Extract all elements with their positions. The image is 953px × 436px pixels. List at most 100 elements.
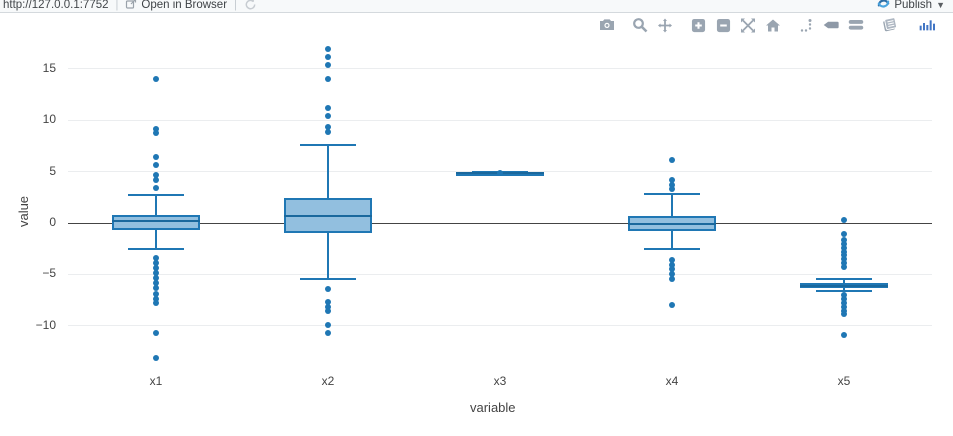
- y-tick-label: 5: [49, 163, 56, 178]
- x-axis-title: variable: [470, 400, 516, 415]
- outlier-point[interactable]: [325, 304, 331, 311]
- outlier-point[interactable]: [841, 311, 847, 318]
- outlier-point[interactable]: [153, 284, 159, 291]
- outlier-point[interactable]: [669, 262, 675, 269]
- outlier-point[interactable]: [841, 300, 847, 307]
- outlier-point[interactable]: [153, 270, 159, 277]
- outlier-point[interactable]: [669, 276, 675, 283]
- outlier-point[interactable]: [325, 308, 331, 315]
- outlier-point[interactable]: [841, 291, 847, 298]
- publish-button[interactable]: Publish ▼: [877, 0, 945, 13]
- outlier-point[interactable]: [153, 171, 159, 178]
- outlier-point[interactable]: [669, 182, 675, 188]
- outlier-point[interactable]: [325, 113, 331, 120]
- chart-studio-icon[interactable]: [881, 17, 897, 33]
- outlier-point[interactable]: [669, 302, 675, 309]
- outlier-point[interactable]: [153, 295, 159, 302]
- y-tick-label: 0: [49, 215, 56, 229]
- outlier-point[interactable]: [153, 162, 159, 169]
- publish-label: Publish: [894, 0, 933, 11]
- outlier-point[interactable]: [325, 329, 331, 336]
- outlier-point[interactable]: [153, 275, 159, 282]
- plotly-modebar: [590, 17, 935, 33]
- outlier-point[interactable]: [669, 157, 675, 164]
- publish-icon: [877, 0, 890, 13]
- outlier-point[interactable]: [841, 308, 847, 315]
- zoom-out-icon[interactable]: [715, 17, 731, 33]
- outlier-point[interactable]: [153, 279, 159, 286]
- outlier-point[interactable]: [325, 128, 331, 135]
- outlier-point[interactable]: [669, 266, 675, 273]
- outlier-point[interactable]: [841, 304, 847, 311]
- outlier-point[interactable]: [325, 299, 331, 306]
- outlier-point[interactable]: [153, 290, 159, 297]
- box-x1[interactable]: [112, 215, 200, 231]
- outlier-point[interactable]: [841, 255, 847, 262]
- outlier-point[interactable]: [153, 76, 159, 83]
- median-x5: [800, 284, 888, 287]
- outlier-point[interactable]: [841, 244, 847, 251]
- outlier-point[interactable]: [669, 176, 675, 183]
- outlier-point[interactable]: [841, 251, 847, 258]
- refresh-icon[interactable]: [244, 0, 257, 12]
- outlier-point[interactable]: [841, 264, 847, 271]
- open-external-icon: [125, 0, 137, 13]
- outlier-point[interactable]: [497, 169, 503, 176]
- outlier-point[interactable]: [841, 248, 847, 255]
- chevron-down-icon: ▼: [936, 0, 945, 10]
- outlier-point[interactable]: [153, 265, 159, 272]
- outlier-point[interactable]: [325, 285, 331, 292]
- outlier-point[interactable]: [325, 104, 331, 111]
- outlier-point[interactable]: [153, 129, 159, 136]
- outlier-point[interactable]: [669, 271, 675, 278]
- y-tick-label: 10: [42, 112, 56, 127]
- y-gridline: [68, 325, 932, 327]
- outlier-point[interactable]: [153, 354, 159, 361]
- zoom-icon[interactable]: [632, 17, 648, 33]
- outlier-point[interactable]: [325, 124, 331, 131]
- median-x2: [284, 215, 372, 218]
- outlier-point[interactable]: [153, 176, 159, 183]
- outlier-point[interactable]: [841, 240, 847, 247]
- outlier-point[interactable]: [325, 321, 331, 328]
- y-gridline: [68, 68, 932, 70]
- outlier-point[interactable]: [153, 185, 159, 192]
- zoom-in-icon[interactable]: [690, 17, 706, 33]
- outlier-point[interactable]: [153, 329, 159, 336]
- boxplot-chart[interactable]: 15 10 5 0 −5 −10 x1 x2 x3 x4 x5 variable value: [0, 14, 953, 436]
- outlier-point[interactable]: [325, 53, 331, 60]
- outlier-point[interactable]: [841, 237, 847, 244]
- open-in-browser-button[interactable]: Open in Browser: [125, 0, 227, 13]
- hover-closest-icon[interactable]: [823, 17, 839, 33]
- outlier-point[interactable]: [841, 295, 847, 302]
- outlier-point[interactable]: [841, 331, 847, 338]
- y-tick-label: 15: [42, 60, 56, 75]
- camera-icon[interactable]: [599, 17, 615, 33]
- outlier-point[interactable]: [325, 76, 331, 83]
- outlier-point[interactable]: [841, 231, 847, 238]
- outlier-point[interactable]: [841, 216, 847, 223]
- whisker-cap-high: [816, 277, 872, 280]
- reset-axes-icon[interactable]: [765, 17, 781, 33]
- autoscale-icon[interactable]: [740, 17, 756, 33]
- outlier-point[interactable]: [669, 256, 675, 263]
- hover-compare-icon[interactable]: [848, 17, 864, 33]
- outlier-point[interactable]: [153, 125, 159, 132]
- outlier-point[interactable]: [153, 300, 159, 307]
- outlier-point[interactable]: [325, 46, 331, 53]
- pan-icon[interactable]: [657, 17, 673, 33]
- outlier-point[interactable]: [325, 61, 331, 68]
- whisker-cap-high: [128, 193, 184, 196]
- outlier-point[interactable]: [153, 154, 159, 161]
- x-tick-label: x1: [149, 374, 163, 388]
- plotly-logo-icon[interactable]: [919, 17, 935, 33]
- outlier-point[interactable]: [669, 186, 675, 193]
- outlier-point[interactable]: [841, 260, 847, 267]
- whisker-cap-low: [816, 290, 872, 293]
- spikelines-icon[interactable]: [798, 17, 814, 33]
- outlier-point[interactable]: [153, 260, 159, 267]
- outlier-point[interactable]: [153, 254, 159, 261]
- zero-gridline: [68, 222, 932, 224]
- whisker-cap-low: [644, 247, 700, 250]
